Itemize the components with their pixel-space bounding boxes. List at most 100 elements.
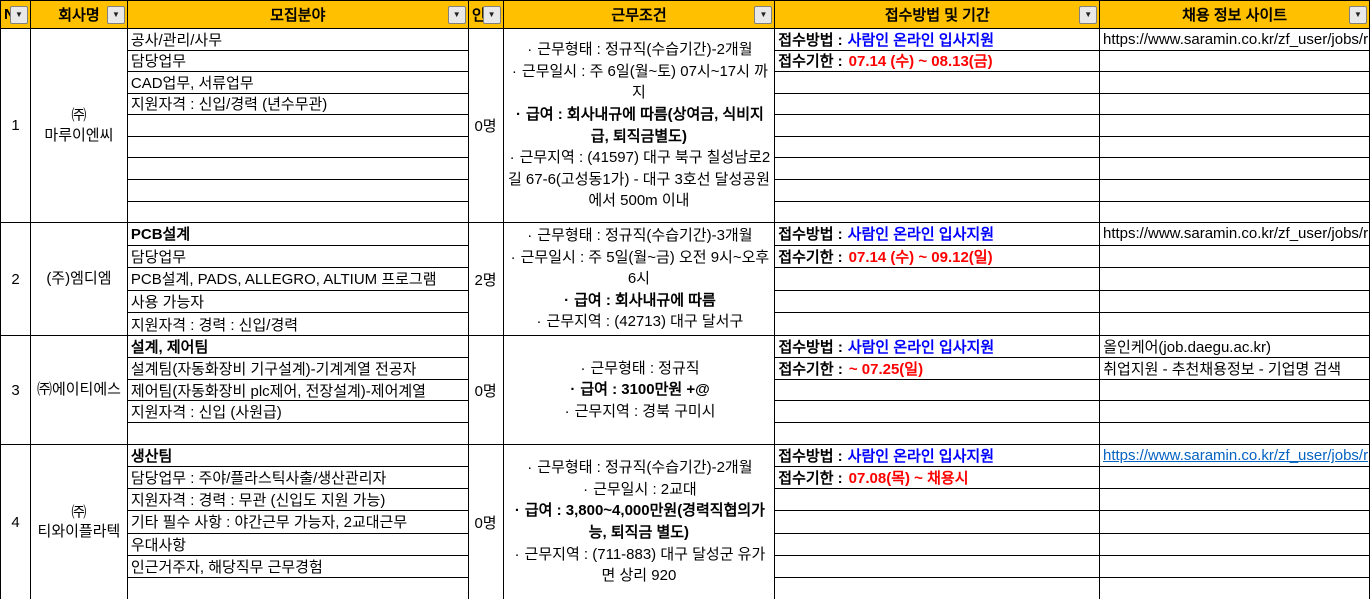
empty-cell[interactable] <box>1100 93 1370 116</box>
empty-cell[interactable] <box>775 72 1100 94</box>
row-number-cell[interactable]: 1 <box>1 29 31 223</box>
headcount-cell[interactable]: 2명 <box>468 223 504 336</box>
empty-cell[interactable] <box>775 313 1100 336</box>
column-header-2[interactable]: 모집분야 ▼ <box>127 1 469 29</box>
recruit-field-cell[interactable]: 담당업무 <box>127 50 469 73</box>
work-conditions-cell[interactable]: · 근무형태 : 정규직(수습기간)-2개월 · 근무일시 : 2교대 · 급여 : 3,… <box>504 445 776 599</box>
row-number-cell[interactable]: 3 <box>1 336 31 445</box>
recruit-field-cell[interactable]: 지원자격 : 신입/경력 (년수무관) <box>127 93 469 116</box>
empty-cell[interactable] <box>775 489 1100 512</box>
empty-cell[interactable] <box>1100 379 1370 402</box>
empty-cell[interactable] <box>775 379 1101 402</box>
deadline-cell[interactable]: 접수기한 : 07.08(목) ~ 채용시 <box>775 467 1100 490</box>
empty-cell[interactable] <box>1100 467 1370 490</box>
filter-button[interactable]: ▼ <box>1079 5 1098 24</box>
site-cell[interactable]: 취업지원 - 추천채용정보 - 기업명 검색 <box>1100 357 1370 380</box>
empty-cell[interactable] <box>775 201 1100 224</box>
column-header-3[interactable]: 인원▼ <box>468 1 504 29</box>
recruit-field-cell[interactable] <box>127 577 469 599</box>
recruit-field-cell[interactable]: PCB설계, PADS, ALLEGRO, ALTIUM 프로그램 <box>127 268 469 291</box>
column-header-5[interactable]: 접수방법 및 기간 ▼ <box>775 1 1101 29</box>
work-conditions-cell[interactable]: · 근무형태 : 정규직(수습기간)-2개월 · 근무일시 : 주 6일(월~토) 0… <box>503 29 776 223</box>
row-number-cell[interactable]: 2 <box>1 223 31 336</box>
empty-cell[interactable] <box>775 401 1101 424</box>
recruit-field-cell[interactable]: CAD업무, 서류업무 <box>127 72 469 94</box>
filter-button[interactable]: ▼ <box>447 5 466 24</box>
empty-cell[interactable] <box>775 533 1100 556</box>
recruit-field-cell[interactable]: 담당업무 <box>127 245 469 269</box>
apply-method-cell[interactable]: 접수방법 : 사람인 온라인 입사지원 <box>775 29 1100 51</box>
site-hyperlink[interactable]: https://www.saramin.co.kr/zf_user/jobs/r <box>1103 447 1369 465</box>
empty-cell[interactable] <box>1100 72 1370 94</box>
empty-cell[interactable] <box>1100 158 1370 180</box>
recruit-field-cell[interactable] <box>127 423 469 445</box>
company-name-cell[interactable]: ㈜에이티에스 <box>30 336 128 445</box>
recruit-field-cell[interactable] <box>127 115 469 137</box>
recruit-field-cell[interactable] <box>127 136 469 159</box>
filter-button[interactable]: ▼ <box>754 5 773 24</box>
recruit-field-cell[interactable]: PCB설계 <box>127 223 469 246</box>
empty-cell[interactable] <box>1100 489 1370 512</box>
work-conditions-cell[interactable]: · 근무형태 : 정규직 · 급여 : 3100만원 +@ · 근무지역 : 경북 구미시 <box>503 336 776 445</box>
recruit-field-cell[interactable]: 사용 가능자 <box>127 290 469 314</box>
filter-button[interactable]: ▼ <box>9 5 28 24</box>
apply-method-cell[interactable]: 접수방법 : 사람인 온라인 입사지원 <box>775 445 1100 468</box>
empty-cell[interactable] <box>1100 423 1370 445</box>
empty-cell[interactable] <box>775 511 1100 534</box>
empty-cell[interactable] <box>775 179 1100 202</box>
recruit-field-cell[interactable]: 설계, 제어팀 <box>127 336 469 358</box>
empty-cell[interactable] <box>775 290 1100 314</box>
apply-method-cell[interactable]: 접수방법 : 사람인 온라인 입사지원 <box>775 336 1101 358</box>
column-header-1[interactable]: 회사명 ▼ <box>30 1 128 29</box>
empty-cell[interactable] <box>1100 577 1370 599</box>
deadline-cell[interactable]: 접수기한 : ~ 07.25(일) <box>775 357 1101 380</box>
empty-cell[interactable] <box>1100 50 1370 73</box>
filter-button[interactable]: ▼ <box>106 5 125 24</box>
site-cell[interactable]: https://www.saramin.co.kr/zf_user/jobs/r <box>1100 223 1370 246</box>
work-conditions-cell[interactable]: · 근무형태 : 정규직(수습기간)-3개월 · 근무일시 : 주 5일(월~금) 오… <box>503 223 776 336</box>
column-header-0[interactable]: N▼ <box>1 1 31 29</box>
row-number-cell[interactable]: 4 <box>1 445 31 599</box>
company-name-cell[interactable]: (주)엠디엠 <box>30 223 128 336</box>
column-header-6[interactable]: 채용 정보 사이트 ▼ <box>1100 1 1370 29</box>
headcount-cell[interactable]: 0명 <box>469 445 504 599</box>
site-cell[interactable]: https://www.saramin.co.kr/zf_user/jobs/r <box>1100 29 1370 51</box>
recruit-field-cell[interactable] <box>127 201 469 224</box>
recruit-field-cell[interactable]: 담당업무 : 주야/플라스틱사출/생산관리자 <box>127 467 469 490</box>
deadline-cell[interactable]: 접수기한 : 07.14 (수) ~ 08.13(금) <box>775 50 1100 73</box>
empty-cell[interactable] <box>1100 401 1370 424</box>
empty-cell[interactable] <box>775 423 1101 445</box>
empty-cell[interactable] <box>1100 136 1370 159</box>
recruit-field-cell[interactable] <box>127 158 469 180</box>
site-cell[interactable]: 올인케어(job.daegu.ac.kr) <box>1100 336 1370 358</box>
filter-button[interactable]: ▼ <box>482 5 501 24</box>
empty-cell[interactable] <box>1100 533 1370 556</box>
recruit-field-cell[interactable]: 지원자격 : 신입 (사원급) <box>127 401 469 424</box>
empty-cell[interactable] <box>1100 201 1370 224</box>
headcount-cell[interactable]: 0명 <box>468 336 504 445</box>
apply-method-cell[interactable]: 접수방법 : 사람인 온라인 입사지원 <box>775 223 1100 246</box>
company-name-cell[interactable]: ㈜ 티와이플라텍 <box>31 445 128 599</box>
empty-cell[interactable] <box>775 555 1100 578</box>
recruit-field-cell[interactable]: 우대사항 <box>127 533 469 556</box>
recruit-field-cell[interactable] <box>127 179 469 202</box>
company-name-cell[interactable]: ㈜ 마루이엔씨 <box>30 29 128 223</box>
recruit-field-cell[interactable]: 생산팀 <box>127 445 469 468</box>
empty-cell[interactable] <box>1100 511 1370 534</box>
empty-cell[interactable] <box>775 115 1100 137</box>
empty-cell[interactable] <box>775 268 1100 291</box>
site-cell[interactable]: https://www.saramin.co.kr/zf_user/jobs/r <box>1100 445 1370 468</box>
recruit-field-cell[interactable]: 공사/관리/사무 <box>127 29 469 51</box>
empty-cell[interactable] <box>775 577 1100 599</box>
deadline-cell[interactable]: 접수기한 : 07.14 (수) ~ 09.12(일) <box>775 245 1100 269</box>
empty-cell[interactable] <box>1100 555 1370 578</box>
recruit-field-cell[interactable]: 기타 필수 사항 : 야간근무 가능자, 2교대근무 <box>127 511 469 534</box>
empty-cell[interactable] <box>1100 115 1370 137</box>
empty-cell[interactable] <box>1100 268 1370 291</box>
recruit-field-cell[interactable]: 설계팀(자동화장비 기구설계)-기계계열 전공자 <box>127 357 469 380</box>
empty-cell[interactable] <box>775 158 1100 180</box>
empty-cell[interactable] <box>1100 290 1370 314</box>
recruit-field-cell[interactable]: 제어팀(자동화장비 plc제어, 전장설계)-제어계열 <box>127 379 469 402</box>
recruit-field-cell[interactable]: 인근거주자, 해당직무 근무경험 <box>127 555 469 578</box>
empty-cell[interactable] <box>775 93 1100 116</box>
